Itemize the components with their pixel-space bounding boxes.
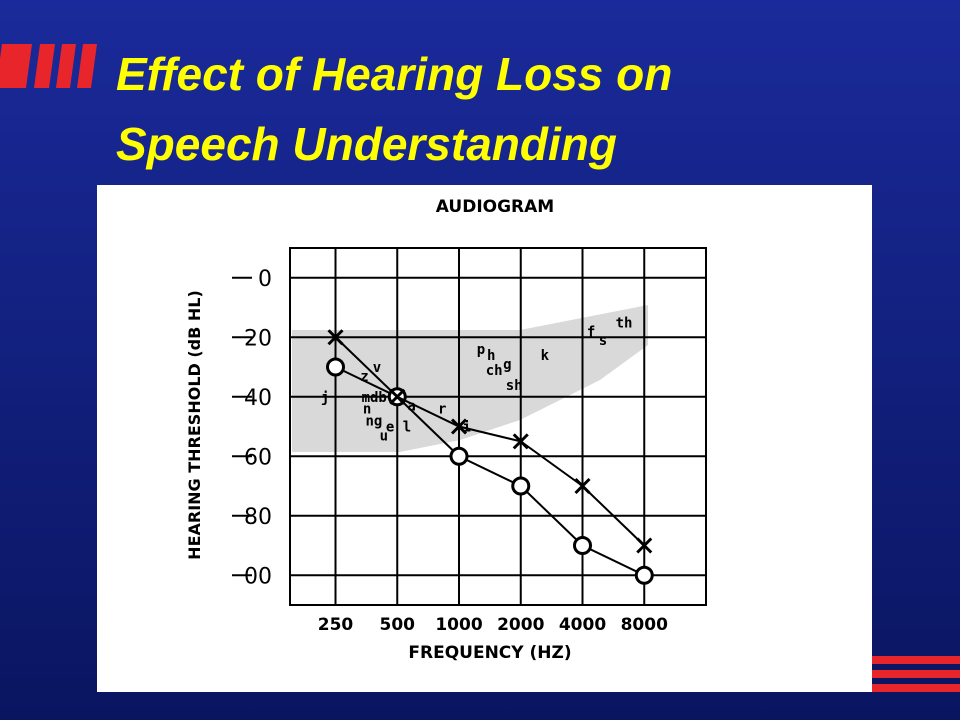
decor-bars (0, 44, 960, 692)
y-tick-label: 80 (244, 505, 272, 530)
y-tick-label: 0 (258, 267, 272, 292)
x-marker (327, 329, 344, 346)
phoneme: f (587, 324, 595, 340)
phoneme: j (321, 390, 329, 406)
circle-marker (449, 446, 469, 466)
phoneme: r (438, 402, 446, 418)
series-line (334, 336, 645, 547)
phoneme: ng (365, 414, 382, 430)
x-marker (450, 418, 468, 435)
slide-title: Effect of Hearing Loss on (116, 48, 672, 100)
circle-marker (511, 476, 531, 496)
circle-marker (634, 565, 654, 585)
y-tick-label: 00 (244, 564, 272, 589)
chart-panel (97, 185, 872, 692)
series-line (335, 366, 645, 577)
x-tick-label: 1000 (435, 615, 482, 635)
y-tick-label: 60 (244, 445, 272, 470)
phoneme: k (541, 348, 550, 364)
phoneme: s (599, 333, 607, 349)
x-marker (512, 433, 529, 450)
chart-title: AUDIOGRAM (436, 197, 554, 217)
phoneme: u (380, 428, 388, 444)
x-marker (574, 477, 591, 495)
x-tick-label: 4000 (559, 615, 606, 635)
circle-marker (573, 536, 593, 555)
x-tick-label: 2000 (497, 615, 544, 635)
y-tick-label: 40 (244, 386, 272, 411)
speech-banana (292, 305, 648, 452)
phoneme: g (503, 357, 511, 373)
phoneme: e l (386, 420, 411, 436)
phoneme: th (616, 315, 633, 331)
phoneme: v (373, 360, 381, 376)
x-marker (389, 388, 406, 405)
phoneme: mdb (362, 390, 387, 406)
phoneme: h (487, 348, 495, 364)
phoneme: z (360, 369, 368, 385)
phoneme: a (407, 399, 415, 415)
slide-title: Speech Understanding (116, 118, 617, 170)
phoneme: n (363, 402, 371, 418)
x-tick-label: 250 (318, 615, 354, 635)
phoneme: ch (486, 363, 503, 379)
y-axis-label: HEARING THRESHOLD (dB HL) (185, 290, 204, 560)
x-marker (636, 537, 653, 554)
phoneme: sh (506, 378, 523, 394)
phoneme: p (477, 342, 485, 358)
x-tick-label: 8000 (621, 615, 668, 635)
circle-marker (326, 357, 346, 377)
y-tick-label: 20 (244, 326, 272, 351)
x-tick-label: 500 (380, 615, 416, 635)
x-axis-label: FREQUENCY (HZ) (408, 643, 571, 663)
plot-frame (289, 247, 707, 606)
